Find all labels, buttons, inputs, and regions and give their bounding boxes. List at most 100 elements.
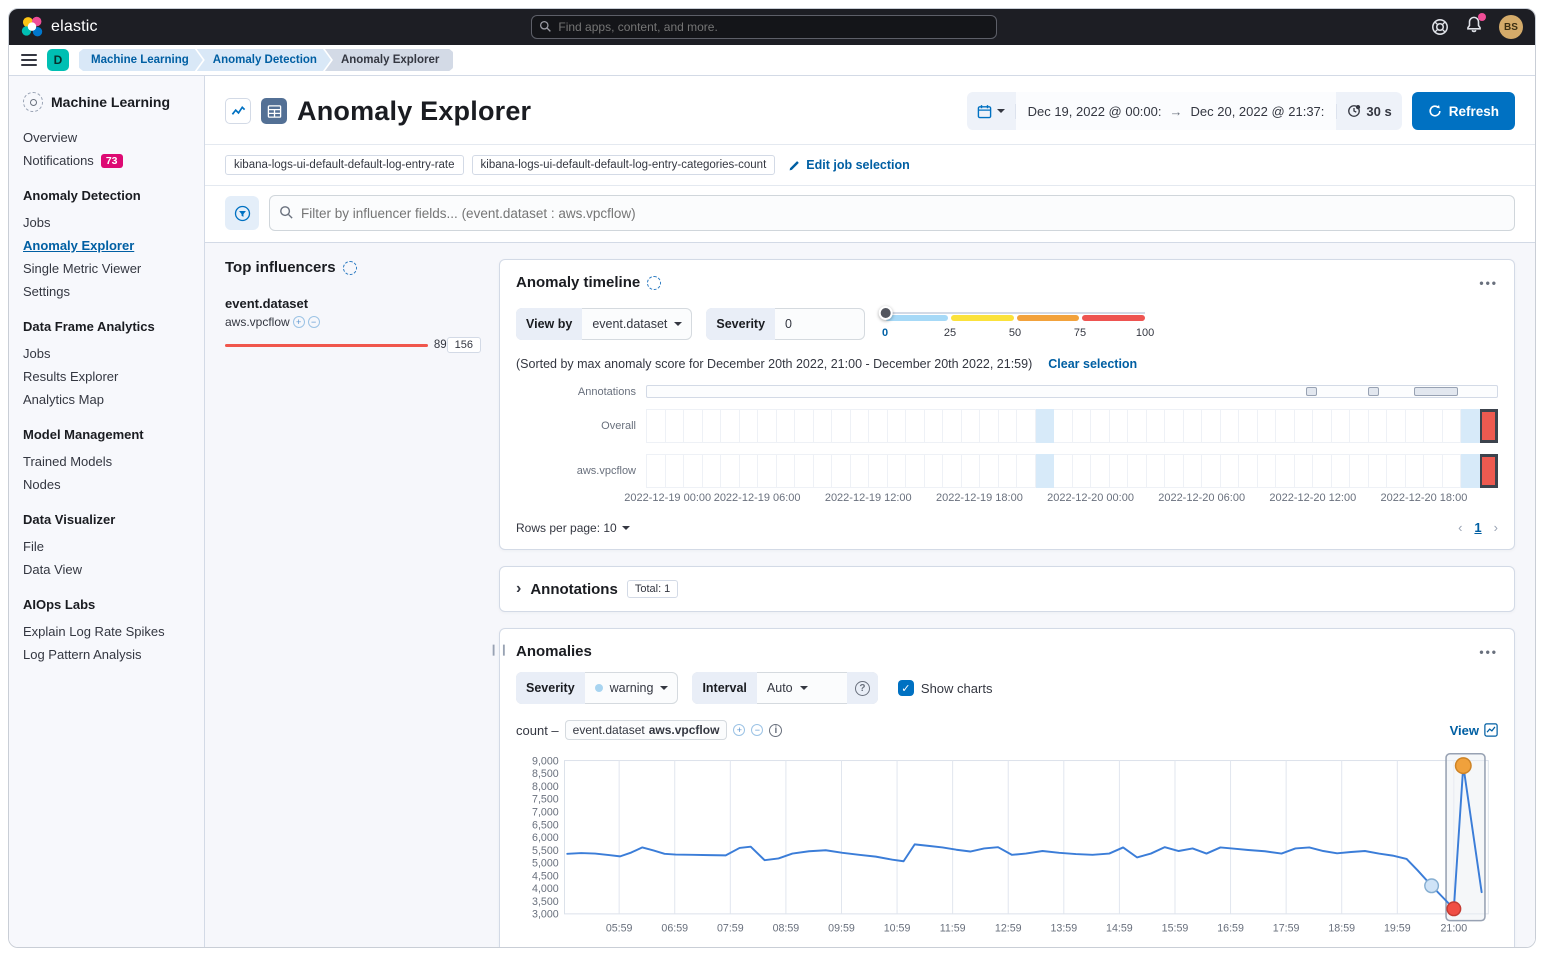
swimlane-cell[interactable] (869, 454, 888, 488)
notifications-bell[interactable] (1465, 12, 1486, 39)
swimlane-cell[interactable] (924, 409, 943, 443)
swimlane-cell[interactable] (776, 454, 795, 488)
show-charts-checkbox[interactable]: ✓ (897, 680, 914, 696)
swimlane-cell[interactable] (1442, 454, 1461, 488)
swimlane-cell[interactable] (1257, 409, 1276, 443)
swimlane-cell[interactable] (739, 454, 758, 488)
swimlane-cell[interactable] (1313, 409, 1332, 443)
swimlane-cell[interactable] (1424, 454, 1443, 488)
swimlane-cell[interactable] (1350, 409, 1369, 443)
swimlane-cell[interactable] (795, 409, 814, 443)
swimlane-cell[interactable] (1183, 409, 1202, 443)
swimlane-cell[interactable] (1424, 409, 1443, 443)
sidebar-item-nodes[interactable]: Nodes (23, 477, 61, 492)
swimlane-cell[interactable] (943, 409, 962, 443)
swimlane-cell[interactable] (887, 409, 906, 443)
swimlane-cell[interactable] (1202, 409, 1221, 443)
refresh-interval-control[interactable]: 30 s (1336, 103, 1401, 119)
interval-dropdown[interactable]: Auto (757, 672, 847, 704)
sidebar-item-analytics-map[interactable]: Analytics Map (23, 392, 104, 407)
swimlane-cell[interactable] (1331, 409, 1350, 443)
swimlane-cell[interactable] (1387, 409, 1406, 443)
swimlane-cell[interactable] (795, 454, 814, 488)
chart-influencer-badge[interactable]: event.dataset aws.vpcflow (564, 720, 728, 740)
menu-toggle-icon[interactable] (21, 54, 37, 66)
global-search-input[interactable] (531, 15, 998, 39)
annotation-marker[interactable] (1367, 387, 1379, 396)
swimlane-cell[interactable] (1257, 454, 1276, 488)
swimlane-cell[interactable] (702, 409, 721, 443)
swimlane-cell[interactable] (906, 409, 925, 443)
filter-menu-button[interactable] (225, 196, 259, 230)
sidebar-item-overview[interactable]: Overview (23, 130, 78, 145)
filter-add-icon[interactable]: + (733, 724, 746, 736)
sidebar-item-results-explorer[interactable]: Results Explorer (23, 369, 119, 384)
sidebar-item-notifications[interactable]: Notifications 73 (23, 149, 190, 172)
swimlane-cell[interactable] (1091, 409, 1110, 443)
swimlane-cell[interactable] (1017, 454, 1036, 488)
page-number[interactable]: 1 (1474, 520, 1482, 535)
swimlane-cell[interactable] (813, 409, 832, 443)
annotation-marker[interactable] (1305, 387, 1317, 396)
breadcrumb-anomaly-detection[interactable]: Anomaly Detection (197, 49, 331, 71)
swimlane-cell[interactable] (665, 409, 684, 443)
sidebar-item-single-metric-viewer[interactable]: Single Metric Viewer (23, 261, 142, 276)
swimlane-cell[interactable] (1054, 454, 1073, 488)
swimlane-cell[interactable] (1220, 454, 1239, 488)
panel-menu-icon[interactable]: ••• (1479, 275, 1498, 290)
swimlane-cell[interactable] (1017, 409, 1036, 443)
sidebar-item-jobs[interactable]: Jobs (23, 215, 51, 230)
swimlane-cell[interactable] (1387, 454, 1406, 488)
swimlane-cell[interactable] (943, 454, 962, 488)
anomaly-chart[interactable]: 05:59 06:59 07:59 08:59 09:59 10:59 11:59 12:59… (516, 746, 1498, 947)
swimlane-cell[interactable] (1479, 409, 1498, 443)
job-badge[interactable]: kibana-logs-ui-default-default-log-entry… (225, 155, 464, 175)
swimlane-cell[interactable] (1239, 409, 1258, 443)
swimlane-cell[interactable] (832, 409, 851, 443)
swimlane-cell[interactable] (1313, 454, 1332, 488)
swimlane-cell[interactable] (1146, 409, 1165, 443)
swimlane-cell[interactable] (924, 454, 943, 488)
panel-menu-icon[interactable]: ••• (1479, 644, 1498, 659)
swimlane-cell[interactable] (906, 454, 925, 488)
job-badge[interactable]: kibana-logs-ui-default-default-log-entry… (471, 155, 776, 175)
swimlane-cell[interactable] (1220, 409, 1239, 443)
swimlane-cell[interactable] (1146, 454, 1165, 488)
swimlane-cell[interactable] (646, 454, 666, 488)
slider-handle[interactable] (878, 306, 893, 320)
swimlane-cell[interactable] (1035, 454, 1054, 488)
swimlane-cell[interactable] (998, 409, 1017, 443)
swimlane-cell[interactable] (758, 454, 777, 488)
swimlane-cell[interactable] (1442, 409, 1461, 443)
swimlane-cell[interactable] (813, 454, 832, 488)
swimlane-cell[interactable] (684, 454, 703, 488)
sidebar-item-file[interactable]: File (23, 539, 44, 554)
swimlane-cell[interactable] (739, 409, 758, 443)
info-icon[interactable] (342, 260, 357, 275)
swimlane-cell[interactable] (1109, 454, 1128, 488)
swimlane-cell[interactable] (1128, 409, 1147, 443)
swimlane-cell[interactable] (1109, 409, 1128, 443)
swimlane-cell[interactable] (776, 409, 795, 443)
swimlane-cell[interactable] (665, 454, 684, 488)
swimlane-cell[interactable] (758, 409, 777, 443)
swimlane-cell[interactable] (702, 454, 721, 488)
swimlane-cell[interactable] (980, 409, 999, 443)
user-avatar[interactable]: BS (1499, 15, 1523, 39)
swimlane-cell[interactable] (1461, 409, 1480, 443)
help-question-icon[interactable]: ? (854, 680, 870, 696)
swimlane-cell[interactable] (1035, 409, 1054, 443)
chart-view-icon[interactable] (225, 98, 251, 124)
filter-remove-icon[interactable]: − (307, 316, 320, 328)
swimlane-cell[interactable] (961, 454, 980, 488)
swimlane-cell[interactable] (1405, 409, 1424, 443)
date-end[interactable]: Dec 20, 2022 @ 21:37: (1190, 103, 1325, 119)
swimlane-cell[interactable] (1368, 454, 1387, 488)
swimlane-cell[interactable] (1239, 454, 1258, 488)
severity-input[interactable]: 0 (785, 317, 792, 331)
clear-selection-link[interactable]: Clear selection (1048, 357, 1138, 371)
influencer-filter-input[interactable] (269, 195, 1515, 231)
swimlane-cell[interactable] (980, 454, 999, 488)
swimlane-cell[interactable] (832, 454, 851, 488)
swimlane-cell[interactable] (646, 409, 666, 443)
